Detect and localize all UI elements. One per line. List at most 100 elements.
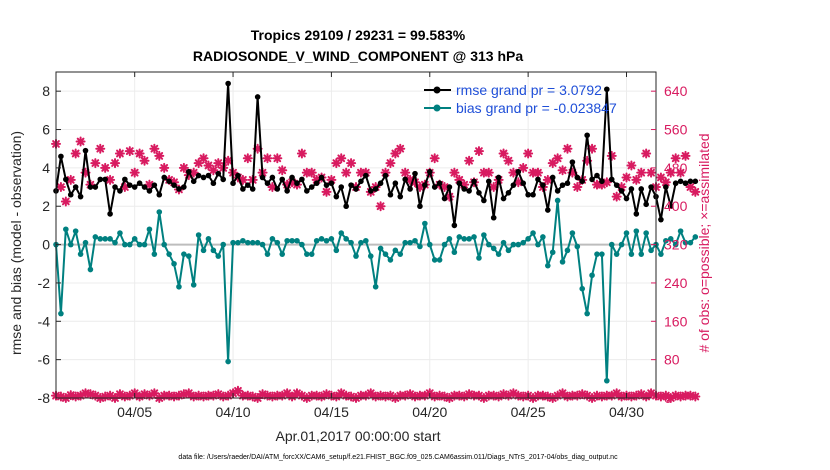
bias-point — [574, 243, 581, 250]
bias-point — [264, 251, 271, 257]
obs-possible-marker — [670, 153, 681, 164]
obs-marker-stroke — [278, 166, 287, 175]
bias-point — [559, 259, 566, 265]
bias-point — [67, 241, 74, 248]
rmse-point — [471, 178, 477, 185]
obs-marker-stroke — [553, 154, 562, 163]
obs-possible-marker — [395, 143, 406, 154]
rmse-point — [328, 180, 335, 187]
bias-point — [584, 310, 590, 317]
obs-marker-stroke — [637, 390, 646, 399]
legend-bias-label: bias grand pr = -0.023847 — [456, 100, 617, 116]
obs-marker-stroke — [499, 149, 508, 158]
rmse-point — [564, 180, 571, 187]
obs-possible-marker — [208, 165, 219, 176]
rmse-point — [604, 86, 610, 93]
bias-point — [245, 239, 251, 246]
rmse-point — [672, 180, 679, 187]
obs-marker-stroke — [691, 187, 700, 196]
chart-title-line2: RADIOSONDE_V_WIND_COMPONENT @ 313 hPa — [193, 48, 523, 64]
bias-point — [545, 262, 551, 269]
rmse-point — [545, 207, 551, 213]
obs-marker-stroke — [509, 168, 518, 177]
bias-point — [382, 251, 389, 257]
bias-point — [412, 237, 418, 244]
rmse-point — [412, 170, 418, 177]
obs-marker-stroke — [184, 389, 193, 398]
bias-point — [259, 241, 266, 248]
bias-point — [608, 241, 615, 248]
bias-point — [594, 251, 600, 257]
bias-point — [599, 251, 605, 257]
bias-point — [510, 241, 517, 248]
obs-possible-marker — [277, 165, 288, 176]
obs-possible-marker — [449, 167, 460, 178]
legend-rmse-label: rmse grand pr = 3.0792 — [456, 82, 602, 98]
bias-point — [338, 230, 345, 236]
bias-point — [648, 247, 654, 254]
obs-possible-marker — [464, 155, 475, 166]
obs-marker-stroke — [140, 156, 149, 165]
bias-point — [372, 283, 379, 290]
obs-possible-marker — [532, 167, 543, 178]
rmse-point — [58, 153, 64, 160]
obs-marker-stroke — [632, 175, 641, 184]
bias-point — [126, 241, 133, 248]
bias-point — [92, 234, 99, 240]
bias-point — [530, 230, 536, 236]
bias-point — [623, 230, 630, 236]
obs-marker-stroke — [283, 389, 292, 398]
bias-point — [613, 251, 620, 257]
obs-possible-marker — [100, 162, 111, 173]
x-axis-ticks: 04/05 04/10 04/15 04/20 04/25 04/30 — [117, 72, 644, 420]
y-left-tick-label: 4 — [42, 160, 50, 176]
bias-point — [589, 272, 595, 279]
obs-marker-stroke — [101, 164, 110, 172]
rmse-point — [402, 176, 408, 183]
rmse-point — [530, 191, 536, 198]
obs-possible-marker — [272, 153, 283, 164]
rmse-point — [574, 174, 581, 181]
obs-possible-marker — [159, 162, 170, 173]
bias-point — [549, 249, 556, 256]
obs-possible-marker — [646, 167, 657, 178]
obs-possible-marker — [621, 172, 632, 183]
rmse-point — [269, 174, 276, 181]
bias-point — [692, 234, 699, 240]
obs-possible-marker — [552, 153, 563, 164]
rmse-point — [495, 174, 502, 181]
rmse-point — [122, 176, 128, 183]
obs-possible-marker — [90, 158, 101, 169]
obs-possible-marker — [346, 158, 357, 169]
bias-point — [279, 251, 286, 257]
obs-assimilated-marker — [557, 388, 568, 399]
bias-point — [274, 239, 281, 246]
obs-possible-marker — [680, 150, 691, 161]
rmse-point — [304, 188, 310, 194]
bias-point — [687, 239, 694, 246]
y-left-tick-label: 8 — [42, 83, 50, 99]
obs-marker-stroke — [347, 159, 355, 167]
obs-possible-marker — [70, 148, 81, 159]
rmse-point — [117, 188, 123, 194]
obs-possible-marker — [400, 167, 411, 178]
bias-point — [230, 239, 236, 246]
rmse-point — [466, 188, 472, 194]
obs-marker-stroke — [657, 173, 665, 182]
obs-marker-stroke — [612, 389, 621, 398]
y-left-tick-label: 0 — [42, 237, 50, 253]
rmse-point — [82, 147, 89, 154]
obs-marker-stroke — [376, 202, 385, 211]
obs-marker-stroke — [293, 389, 301, 398]
bias-point — [471, 234, 477, 240]
rmse-point — [338, 184, 345, 190]
obs-possible-marker — [321, 186, 332, 197]
bias-point — [402, 239, 408, 246]
rmse-point — [540, 182, 546, 188]
bias-point — [466, 236, 472, 242]
rmse-point — [559, 182, 566, 188]
obs-possible-marker — [636, 167, 647, 178]
obs-possible-marker — [572, 182, 583, 193]
obs-marker-stroke — [125, 147, 134, 155]
